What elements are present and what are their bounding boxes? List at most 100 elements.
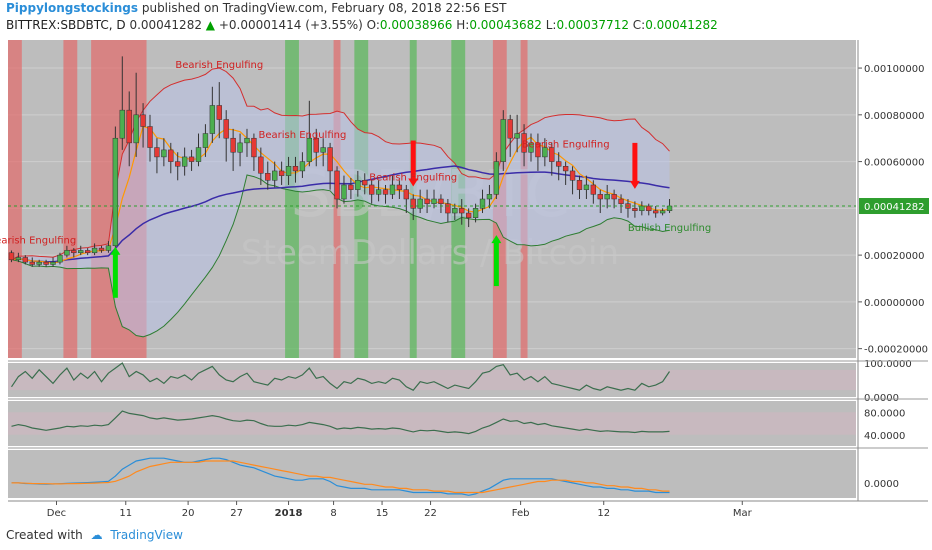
candle[interactable] [50, 261, 56, 265]
ma-fast-line [11, 125, 670, 264]
candle[interactable] [514, 133, 520, 139]
candle[interactable] [78, 250, 84, 254]
candle[interactable] [43, 261, 49, 265]
candle[interactable] [479, 198, 486, 209]
candle[interactable] [389, 184, 396, 195]
candle[interactable] [119, 109, 125, 139]
candle[interactable] [556, 161, 562, 167]
candle[interactable] [306, 137, 313, 162]
candle[interactable] [188, 156, 195, 162]
candle[interactable] [507, 119, 513, 139]
candle[interactable] [84, 250, 91, 254]
candle[interactable] [181, 156, 188, 167]
candle[interactable] [313, 137, 319, 153]
candle[interactable] [549, 147, 555, 162]
candle[interactable] [590, 184, 597, 195]
candle[interactable] [639, 205, 645, 211]
candle[interactable] [569, 170, 576, 181]
candle[interactable] [251, 137, 257, 158]
candle[interactable] [632, 208, 638, 211]
candle[interactable] [278, 170, 285, 176]
candle[interactable] [126, 109, 132, 144]
candle[interactable] [583, 184, 590, 190]
candle[interactable] [22, 257, 28, 263]
candle[interactable] [493, 161, 500, 195]
candle[interactable] [105, 245, 112, 251]
candle[interactable] [168, 149, 174, 162]
candle[interactable] [542, 147, 548, 158]
candle[interactable] [292, 166, 299, 172]
candle[interactable] [258, 156, 264, 174]
candle[interactable] [71, 250, 77, 254]
candle[interactable] [285, 166, 292, 176]
candle[interactable] [535, 142, 541, 158]
candle[interactable] [604, 194, 610, 200]
candle[interactable] [445, 203, 451, 214]
open-value: 0.00038966 [379, 18, 453, 32]
candle[interactable] [375, 189, 382, 195]
candle[interactable] [438, 198, 444, 204]
candle[interactable] [472, 208, 479, 218]
candle[interactable] [64, 250, 70, 256]
candle[interactable] [396, 184, 403, 190]
candle[interactable] [417, 198, 423, 209]
candle[interactable] [562, 166, 569, 172]
candle[interactable] [362, 180, 368, 186]
candle[interactable] [112, 137, 119, 247]
candle[interactable] [410, 198, 416, 209]
candle[interactable] [618, 198, 624, 204]
candle[interactable] [653, 210, 659, 214]
candle[interactable] [521, 133, 527, 153]
candle[interactable] [272, 170, 278, 181]
candle[interactable] [154, 147, 160, 158]
candle[interactable] [320, 147, 326, 153]
candle[interactable] [486, 194, 493, 200]
author-link[interactable]: Pippylongstockings [6, 1, 139, 15]
candle[interactable] [244, 137, 250, 144]
candle[interactable] [459, 208, 465, 214]
candle[interactable] [237, 142, 243, 153]
candle[interactable] [341, 184, 347, 200]
candle[interactable] [500, 119, 506, 162]
candle[interactable] [666, 205, 673, 211]
candle[interactable] [424, 198, 430, 204]
candle[interactable] [147, 126, 153, 148]
candle[interactable] [368, 184, 375, 195]
tradingview-brand[interactable]: TradingView [110, 528, 183, 542]
candle[interactable] [195, 147, 202, 162]
candle[interactable] [597, 194, 603, 200]
candle[interactable] [98, 247, 105, 251]
candle[interactable] [216, 105, 222, 120]
candle[interactable] [646, 205, 652, 211]
candle[interactable] [431, 198, 437, 204]
candle[interactable] [576, 180, 583, 190]
candle[interactable] [611, 194, 617, 200]
candle[interactable] [223, 119, 229, 139]
candle[interactable] [202, 133, 209, 148]
candle[interactable] [327, 147, 333, 172]
chart-canvas[interactable]: SBD/BTC SteemDollars / Bitcoin Bearish E… [0, 36, 932, 526]
candle[interactable] [133, 114, 139, 144]
candle[interactable] [15, 257, 22, 261]
candle[interactable] [528, 142, 534, 153]
candle[interactable] [348, 184, 354, 190]
candle[interactable] [36, 261, 42, 265]
candle[interactable] [355, 180, 361, 190]
candle[interactable] [334, 170, 340, 200]
candle[interactable] [8, 252, 15, 261]
candle[interactable] [91, 247, 98, 254]
candle[interactable] [299, 161, 306, 172]
candle[interactable] [382, 189, 389, 195]
candle[interactable] [265, 173, 271, 181]
candle[interactable] [659, 210, 666, 214]
candle[interactable] [230, 137, 236, 153]
candle[interactable] [403, 189, 409, 200]
candle[interactable] [161, 149, 167, 158]
candle[interactable] [465, 212, 472, 218]
candle[interactable] [452, 208, 458, 214]
candle[interactable] [29, 261, 35, 265]
candle[interactable] [175, 161, 181, 167]
candle[interactable] [57, 254, 63, 263]
candle[interactable] [140, 114, 146, 127]
candle[interactable] [209, 105, 216, 134]
